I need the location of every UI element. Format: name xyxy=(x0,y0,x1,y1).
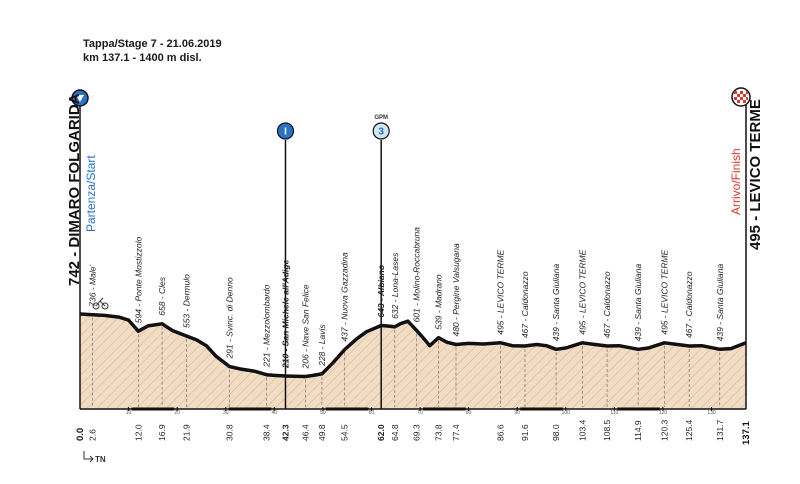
waypoint-label: 221 - Mezzolombardo xyxy=(262,284,272,367)
km-label: 73.8 xyxy=(434,424,444,441)
waypoint-label: 439 - Santa Giuliana xyxy=(633,264,643,342)
km-label: 64.8 xyxy=(390,424,400,441)
stage-header: Tappa/Stage 7 - 21.06.2019 km 137.1 - 14… xyxy=(83,37,222,65)
x-tick-label: 20 xyxy=(174,410,180,416)
x-axis-band xyxy=(423,407,466,411)
km-label: 103.4 xyxy=(577,419,587,441)
waypoint-label: 539 - Madrano xyxy=(434,274,444,330)
km-label: 125.4 xyxy=(684,419,694,441)
stage-distance: km 137.1 - 1400 m disl. xyxy=(83,52,202,64)
waypoint-label: 439 - Santa Giuliana xyxy=(715,264,725,342)
x-tick-label: 30 xyxy=(223,410,229,416)
km-label: 77.4 xyxy=(451,424,461,441)
km-label: 108.5 xyxy=(602,419,612,441)
km-label: 38.4 xyxy=(262,424,272,441)
x-tick-label: 120 xyxy=(659,410,668,416)
km-label: 30.8 xyxy=(225,424,235,441)
finish-flag-icon xyxy=(731,87,751,107)
footer-mark: TN xyxy=(95,455,106,464)
km-label: 91.6 xyxy=(520,424,530,441)
start-km-label: 0.0 xyxy=(75,428,86,441)
x-tick-label: 100 xyxy=(562,410,571,416)
waypoint-label: 632 - Lona-Lases xyxy=(390,252,400,319)
km-label: 131.7 xyxy=(715,419,725,441)
waypoint-label: 495 - LEVICO TERME xyxy=(659,249,669,334)
x-axis-band xyxy=(617,407,660,411)
waypoint-label: 228 - Lavis xyxy=(317,324,327,367)
km-label: 21.9 xyxy=(181,424,191,441)
marker-icons: I 3 GPM xyxy=(276,115,390,140)
x-tick-label: 50 xyxy=(320,410,326,416)
km-labels: 2.6 12.0 16.9 21.9 30.8 38.4 42.3 46.4 49.8 54.5 6… xyxy=(75,419,752,445)
finish-km-label: 137.1 xyxy=(741,421,752,445)
waypoint-label: 643 - Albiano xyxy=(376,265,386,318)
stage-title: Tappa/Stage 7 - 21.06.2019 xyxy=(83,38,222,50)
start-label: Partenza/Start xyxy=(84,155,98,232)
start-icon xyxy=(71,89,89,107)
waypoint-label: 495 - LEVICO TERME xyxy=(577,249,587,334)
waypoint-label: 439 - Santa Giuliana xyxy=(551,264,561,342)
marker-tag: GPM xyxy=(374,115,388,121)
footer-arrow-icon xyxy=(83,451,94,463)
km-label: 86.6 xyxy=(496,424,506,441)
x-axis-band xyxy=(228,407,272,411)
km-label: 42.3 xyxy=(280,424,290,441)
waypoint-label: 658 - Cles xyxy=(157,276,167,315)
finish-name: 495 - LEVICO TERME xyxy=(747,99,764,250)
waypoint-label: 291 - Svinc. di Denno xyxy=(225,277,235,360)
waypoint-label: 601 - Molino-Roccabruna xyxy=(412,227,422,323)
km-label: 16.9 xyxy=(157,424,167,441)
sprint-marker-icon xyxy=(276,122,295,140)
gpm-marker-icon xyxy=(372,122,390,140)
waypoint-label: 467 - Caldonazzo xyxy=(520,271,530,338)
x-axis-band xyxy=(131,407,175,411)
x-axis-band xyxy=(325,407,369,411)
km-label: 54.5 xyxy=(340,424,350,441)
waypoint-label: 480 - Pergine Valsugana xyxy=(451,243,461,337)
waypoint-label: 467 - Caldonazzo xyxy=(684,271,694,338)
finish-label: Arrivo/Finish xyxy=(729,148,743,215)
x-tick-label: 70 xyxy=(417,410,423,416)
x-tick-label: 80 xyxy=(466,410,472,416)
marker-lines xyxy=(284,140,382,409)
profile-area xyxy=(80,314,746,409)
waypoint-label: 467 - Caldonazzo xyxy=(602,271,612,338)
km-label: 62.0 xyxy=(376,424,386,441)
waypoint-label: 495 - LEVICO TERME xyxy=(496,249,506,334)
start-name: 742 - DIMARO FOLGARIDA xyxy=(66,93,83,286)
waypoint-dash-lines xyxy=(92,317,721,407)
waypoint-label: 437 - Nuova Gazzadina xyxy=(340,252,350,342)
km-label: 2.6 xyxy=(88,429,98,441)
marker-symbol: I xyxy=(284,127,287,138)
x-tick-label: 10 xyxy=(126,410,132,416)
waypoint-label: 206 - Nave San Felice xyxy=(300,284,310,369)
waypoint-label: 594 - Ponte Mostizzolo xyxy=(133,237,143,324)
waypoint-label: 553 - Dermulo xyxy=(181,274,191,328)
km-label: 98.0 xyxy=(551,424,561,441)
km-label: 114.9 xyxy=(633,420,643,441)
km-label: 49.8 xyxy=(317,424,327,441)
x-tick-label: 130 xyxy=(707,410,716,416)
marker-symbol: 3 xyxy=(378,127,384,138)
x-axis-ticks: 10 20 30 40 50 60 70 80 90 100 110 120 130 xyxy=(126,407,716,416)
x-tick-label: 110 xyxy=(610,410,618,416)
x-tick-label: 40 xyxy=(272,410,278,416)
km-label: 46.4 xyxy=(300,424,310,441)
cyclist-icon xyxy=(92,297,109,310)
waypoint-label: 210 - San Michele all'Adige xyxy=(280,259,290,369)
x-tick-label: 60 xyxy=(369,410,375,416)
km-label: 120.3 xyxy=(659,419,669,441)
waypoint-labels: 736 - Male' 594 - Ponte Mostizzolo 658 - C… xyxy=(88,227,725,370)
x-tick-label: 90 xyxy=(514,410,520,416)
profile-line xyxy=(79,312,747,379)
x-axis-band xyxy=(520,407,563,411)
km-label: 69.3 xyxy=(412,424,422,441)
waypoint-label: 736 - Male' xyxy=(88,265,98,307)
km-label: 12.0 xyxy=(133,424,143,441)
footer-mark-text: TN xyxy=(95,455,106,464)
